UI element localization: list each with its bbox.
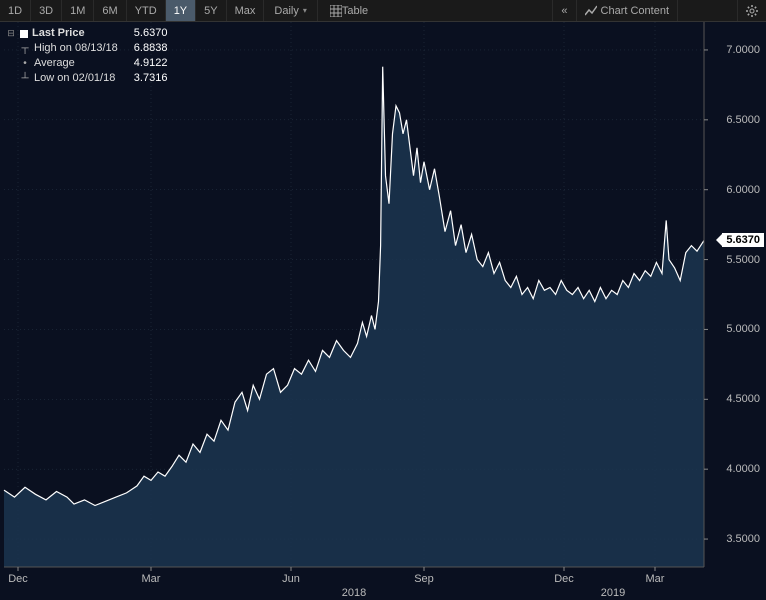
y-axis-label: 3.5000: [726, 533, 760, 545]
range-tab-ytd[interactable]: YTD: [127, 0, 166, 21]
spacer: [677, 0, 737, 21]
legend-average: • Average 4.9122: [6, 56, 167, 71]
range-tab-6m[interactable]: 6M: [94, 0, 126, 21]
x-axis-label: Jun: [282, 573, 300, 585]
collapse-left-button[interactable]: «: [552, 0, 575, 21]
table-icon: [330, 5, 342, 17]
legend-low: ┴ Low on 02/01/18 3.7316: [6, 71, 167, 86]
chart-area[interactable]: ⊟ Last Price 5.6370 ┬ High on 08/13/18 6…: [0, 22, 766, 600]
line-chart-icon: [585, 5, 597, 17]
chart-legend: ⊟ Last Price 5.6370 ┬ High on 08/13/18 6…: [6, 26, 167, 86]
chart-toolbar: 1D3D1M6MYTD1Y5YMax Daily ▾ Table « Chart…: [0, 0, 766, 22]
average-marker-icon: •: [20, 56, 30, 71]
chevron-down-icon: ▾: [303, 6, 307, 15]
frequency-label: Daily: [274, 5, 298, 17]
high-marker-icon: ┬: [20, 41, 30, 56]
price-chart-svg: [0, 22, 766, 600]
x-axis-year-label: 2018: [342, 587, 366, 599]
settings-button[interactable]: [737, 0, 766, 21]
view-mode-label: Table: [342, 5, 368, 17]
last-price-flag: 5.6370: [722, 233, 764, 247]
range-tab-1d[interactable]: 1D: [0, 0, 31, 21]
y-axis-label: 7.0000: [726, 44, 760, 56]
low-marker-icon: ┴: [20, 71, 30, 86]
legend-label: Low on 02/01/18: [34, 71, 115, 86]
range-tab-1y[interactable]: 1Y: [166, 0, 196, 21]
x-axis-label: Sep: [414, 573, 434, 585]
collapse-icon[interactable]: ⊟: [6, 26, 16, 41]
y-axis-label: 6.5000: [726, 114, 760, 126]
range-tab-1m[interactable]: 1M: [62, 0, 94, 21]
gear-icon: [746, 5, 758, 17]
frequency-selector[interactable]: Daily ▾: [264, 0, 317, 21]
range-tab-5y[interactable]: 5Y: [196, 0, 226, 21]
x-axis-year-label: 2019: [601, 587, 625, 599]
range-tabs: 1D3D1M6MYTD1Y5YMax: [0, 0, 264, 21]
toolbar-right: « Chart Content: [552, 0, 766, 21]
chart-content-label: Chart Content: [601, 5, 669, 17]
legend-label: Average: [34, 56, 75, 71]
x-axis-label: Mar: [646, 573, 665, 585]
view-mode-selector[interactable]: Table: [318, 0, 380, 21]
series-color-swatch: [20, 30, 28, 38]
legend-high: ┬ High on 08/13/18 6.8838: [6, 41, 167, 56]
legend-value: 4.9122: [122, 56, 168, 71]
legend-label: Last Price: [32, 26, 85, 41]
chart-content-button[interactable]: Chart Content: [576, 0, 677, 21]
legend-label: High on 08/13/18: [34, 41, 118, 56]
range-tab-3d[interactable]: 3D: [31, 0, 62, 21]
y-axis-label: 4.0000: [726, 463, 760, 475]
x-axis-label: Dec: [554, 573, 574, 585]
y-axis-label: 4.5000: [726, 393, 760, 405]
legend-value: 3.7316: [122, 71, 168, 86]
y-axis-label: 6.0000: [726, 184, 760, 196]
y-axis-label: 5.5000: [726, 254, 760, 266]
x-axis-label: Dec: [8, 573, 28, 585]
legend-last-price: ⊟ Last Price 5.6370: [6, 26, 167, 41]
range-tab-max[interactable]: Max: [227, 0, 265, 21]
legend-value: 5.6370: [122, 26, 168, 41]
x-axis-label: Mar: [142, 573, 161, 585]
y-axis-label: 5.0000: [726, 323, 760, 335]
legend-value: 6.8838: [122, 41, 168, 56]
chevrons-left-icon: «: [561, 5, 567, 17]
